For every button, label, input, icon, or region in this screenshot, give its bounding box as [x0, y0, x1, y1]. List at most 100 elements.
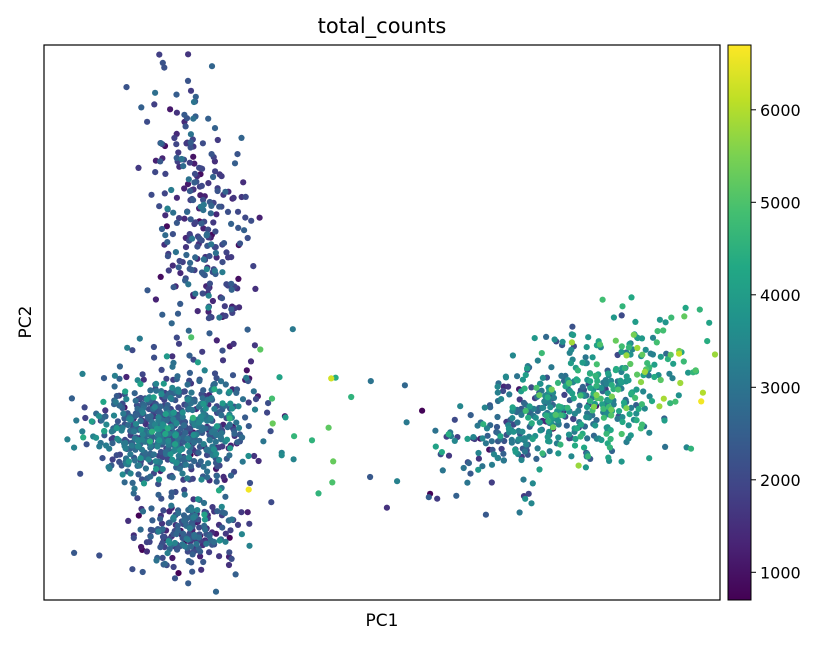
data-point: [651, 373, 658, 381]
data-point: [212, 438, 219, 445]
data-point: [668, 314, 675, 321]
data-point: [179, 414, 186, 421]
data-point: [232, 571, 239, 578]
data-point: [581, 444, 588, 451]
data-point: [180, 530, 187, 537]
data-point: [191, 170, 199, 177]
data-point: [685, 369, 692, 376]
data-point: [538, 350, 545, 357]
data-point: [161, 190, 168, 197]
colorbar-tick-label: 1000: [760, 563, 801, 582]
data-point: [213, 472, 220, 480]
data-point: [199, 290, 206, 297]
data-point: [328, 375, 335, 382]
data-point: [537, 380, 544, 387]
data-point: [190, 439, 198, 446]
data-point: [188, 506, 195, 513]
data-point: [600, 414, 608, 421]
data-point: [574, 367, 582, 374]
data-point: [290, 456, 297, 463]
data-point: [103, 442, 110, 449]
data-point: [474, 422, 481, 429]
data-point: [465, 460, 472, 467]
data-point: [125, 458, 132, 465]
data-point: [598, 436, 605, 444]
data-point: [101, 428, 108, 435]
data-point: [189, 551, 196, 558]
data-point: [163, 223, 170, 230]
data-point: [497, 433, 504, 440]
data-point: [576, 402, 583, 409]
data-point: [153, 425, 160, 432]
data-point: [475, 449, 482, 457]
data-point: [181, 454, 188, 462]
data-point: [113, 392, 120, 400]
data-point: [419, 407, 426, 414]
data-point: [164, 425, 171, 432]
data-point: [175, 149, 182, 156]
data-point: [175, 388, 182, 395]
data-point: [205, 460, 212, 467]
data-point: [648, 398, 656, 405]
data-point: [187, 87, 195, 94]
data-point: [170, 209, 177, 216]
data-point: [186, 449, 193, 456]
data-point: [348, 393, 355, 401]
data-point: [165, 437, 172, 444]
data-point: [200, 387, 207, 394]
data-point: [610, 401, 617, 408]
data-point: [118, 427, 125, 434]
data-point: [139, 431, 146, 438]
data-point: [479, 435, 486, 442]
data-point: [543, 412, 550, 419]
data-point: [539, 374, 547, 381]
data-points: [64, 51, 719, 595]
data-point: [698, 398, 705, 405]
data-point: [123, 373, 130, 381]
data-point: [219, 347, 226, 354]
data-point: [579, 383, 586, 390]
data-point: [234, 439, 241, 446]
data-point: [174, 310, 182, 317]
data-point: [147, 413, 154, 420]
colorbar: [727, 44, 752, 601]
data-point: [239, 396, 247, 403]
data-point: [451, 416, 458, 423]
data-point: [403, 419, 410, 426]
data-point: [99, 455, 106, 462]
data-point: [605, 370, 612, 377]
data-point: [548, 386, 555, 393]
data-point: [218, 295, 226, 302]
data-point: [169, 554, 176, 562]
data-point: [662, 443, 669, 450]
data-point: [521, 435, 528, 442]
data-point: [210, 173, 217, 181]
data-point: [186, 405, 193, 412]
data-point: [240, 179, 247, 186]
data-point: [610, 386, 617, 393]
data-point: [256, 214, 263, 221]
data-point: [543, 333, 550, 340]
data-point: [185, 51, 192, 58]
data-point: [493, 423, 501, 431]
data-point: [211, 380, 218, 387]
data-point: [79, 370, 86, 377]
data-point: [163, 375, 170, 382]
data-point: [500, 457, 507, 464]
data-point: [187, 216, 194, 223]
data-point: [267, 428, 274, 435]
data-point: [475, 455, 482, 462]
data-point: [155, 491, 162, 498]
data-point: [325, 424, 332, 431]
data-point: [432, 427, 439, 434]
data-point: [190, 115, 197, 122]
data-point: [173, 154, 180, 162]
data-point: [131, 485, 138, 492]
data-point: [289, 326, 296, 333]
data-point: [584, 404, 591, 411]
data-point: [628, 404, 635, 411]
data-point: [518, 456, 525, 464]
data-point: [522, 371, 529, 379]
data-point: [195, 419, 203, 426]
data-point: [228, 405, 236, 412]
